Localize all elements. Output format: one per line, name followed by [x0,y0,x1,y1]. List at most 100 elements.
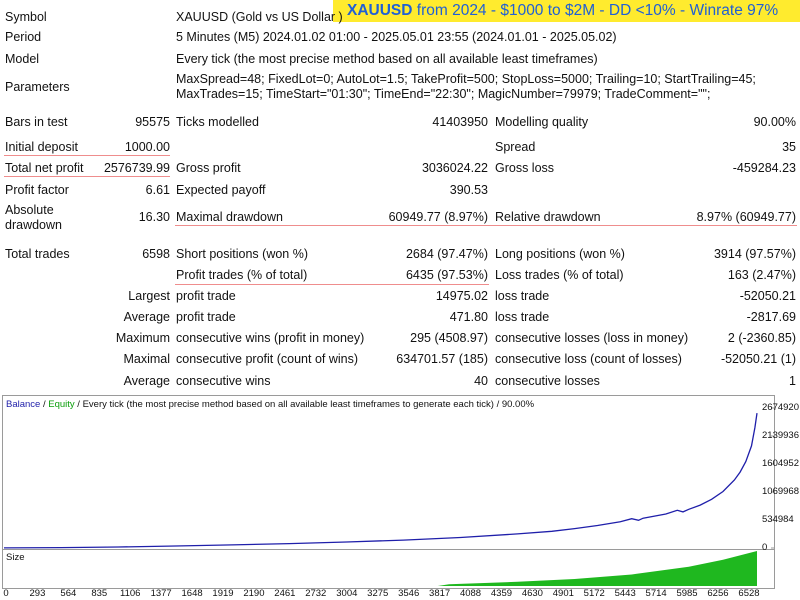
legend-equity: Equity [48,399,75,410]
x-tick-label: 4901 [552,588,574,599]
average-label: Average [123,310,170,324]
avgwins-label: consecutive wins [176,374,271,388]
avglosses-value: 1 [789,374,796,388]
balance-chart-panel [2,395,775,551]
pf-value: 6.61 [145,183,170,197]
deposit-value: 1000.00 [124,140,170,154]
maximum-label: Maximum [115,331,170,345]
ptrades-underline [175,284,489,285]
largest-label: Largest [128,289,170,303]
x-tick-label: 5985 [676,588,698,599]
model-value: Every tick (the most precise method base… [176,52,598,66]
grossprofit-value: 3036024.22 [421,161,488,175]
x-tick-label: 0 [3,588,9,599]
grossloss-label: Gross loss [495,161,555,175]
netprofit-underline [4,176,170,177]
x-tick-label: 2190 [243,588,265,599]
x-tick-label: 3004 [336,588,358,599]
ptrades-label: Profit trades (% of total) [176,268,308,282]
x-tick-label: 5714 [645,588,667,599]
x-tick-label: 4630 [521,588,543,599]
maxlosses-value: 2 (-2360.85) [727,331,796,345]
payoff-value: 390.53 [449,183,488,197]
x-tick-label: 5443 [614,588,636,599]
reldd-label: Relative drawdown [495,210,601,224]
spread-value: 35 [782,140,796,154]
short-value: 2684 (97.47%) [405,247,488,261]
x-tick-label: 2461 [274,588,296,599]
ticks-value: 41403950 [432,115,488,129]
quality-value: 90.00% [753,115,796,129]
x-tick-label: 1377 [150,588,172,599]
maxloss-value: -52050.21 (1) [720,352,796,366]
largest-loss-value: -52050.21 [739,289,796,303]
x-tick-label: 3546 [398,588,420,599]
short-label: Short positions (won %) [176,247,309,261]
symbol-label: Symbol [5,10,47,24]
parameters-line2: MaxTrades=15; TimeStart="01:30"; TimeEnd… [176,87,711,101]
x-tick-label: 3817 [429,588,451,599]
avglosses-label: consecutive losses [495,374,600,388]
netprofit-label: Total net profit [5,161,84,175]
grossloss-value: -459284.23 [732,161,796,175]
maxdd-value: 60949.77 (8.97%) [388,210,488,224]
y-tick-label: 1069968 [762,486,799,497]
model-label: Model [5,52,40,66]
grossprofit-label: Gross profit [176,161,241,175]
drawdown-underline [175,225,797,226]
absdd-value: 16.30 [138,210,170,224]
x-tick-label: 4088 [459,588,482,599]
title-banner: XAUUSD from 2024 - $1000 to $2M - DD <10… [333,0,800,22]
ptrades-value: 6435 (97.53%) [405,268,488,282]
quality-label: Modelling quality [495,115,589,129]
netprofit-value: 2576739.99 [103,161,170,175]
maximal-label: Maximal [123,352,170,366]
banner-symbol: XAUUSD [347,2,413,19]
symbol-value: XAUUSD (Gold vs US Dollar ) [176,10,343,24]
trades-value: 6598 [142,247,170,261]
payoff-label: Expected payoff [176,183,266,197]
average-loss-value: -2817.69 [746,310,796,324]
ticks-label: Ticks modelled [176,115,259,129]
maxlosses-label: consecutive losses (loss in money) [495,331,689,345]
bars-label: Bars in test [5,115,68,129]
ltrades-value: 163 (2.47%) [727,268,796,282]
bars-value: 95575 [135,115,170,129]
x-tick-label: 3275 [367,588,389,599]
x-tick-label: 835 [91,588,108,599]
largest-profit-label: profit trade [176,289,236,303]
average-profit-label: profit trade [176,310,236,324]
size-label: Size [6,552,25,563]
legend-rest: / Every tick (the most precise method ba… [74,399,535,410]
maxdd-label: Maximal drawdown [176,210,283,224]
y-tick-label: 0 [762,542,768,553]
deposit-label: Initial deposit [5,140,78,154]
banner-text: from 2024 - $1000 to $2M - DD <10% - Win… [416,2,779,19]
largest-loss-label: loss trade [495,289,550,303]
period-label: Period [5,30,42,44]
size-chart-panel [2,549,775,589]
maxwins-value: 295 (4508.97) [410,331,488,345]
x-tick-label: 5172 [583,588,605,599]
long-value: 3914 (97.57%) [713,247,796,261]
reldd-value: 8.97% (60949.77) [696,210,796,224]
average-loss-label: loss trade [495,310,550,324]
average-profit-value: 471.80 [449,310,488,324]
legend-sep: / [40,399,49,410]
absdd-label-2: drawdown [5,218,62,232]
spread-label: Spread [495,140,536,154]
long-label: Long positions (won %) [495,247,625,261]
y-tick-label: 2674920 [762,402,799,413]
maxprofit-value: 634701.57 (185) [396,352,488,366]
y-tick-label: 534984 [762,514,794,525]
maxprofit-label: consecutive profit (count of wins) [176,352,359,366]
x-tick-label: 2732 [305,588,327,599]
x-tick-label: 6528 [738,588,760,599]
legend-balance: Balance [6,399,41,410]
ltrades-label: Loss trades (% of total) [495,268,624,282]
avg2-label: Average [123,374,170,388]
parameters-label: Parameters [5,80,70,94]
trades-label: Total trades [5,247,70,261]
x-tick-label: 564 [60,588,77,599]
maxwins-label: consecutive wins (profit in money) [176,331,365,345]
